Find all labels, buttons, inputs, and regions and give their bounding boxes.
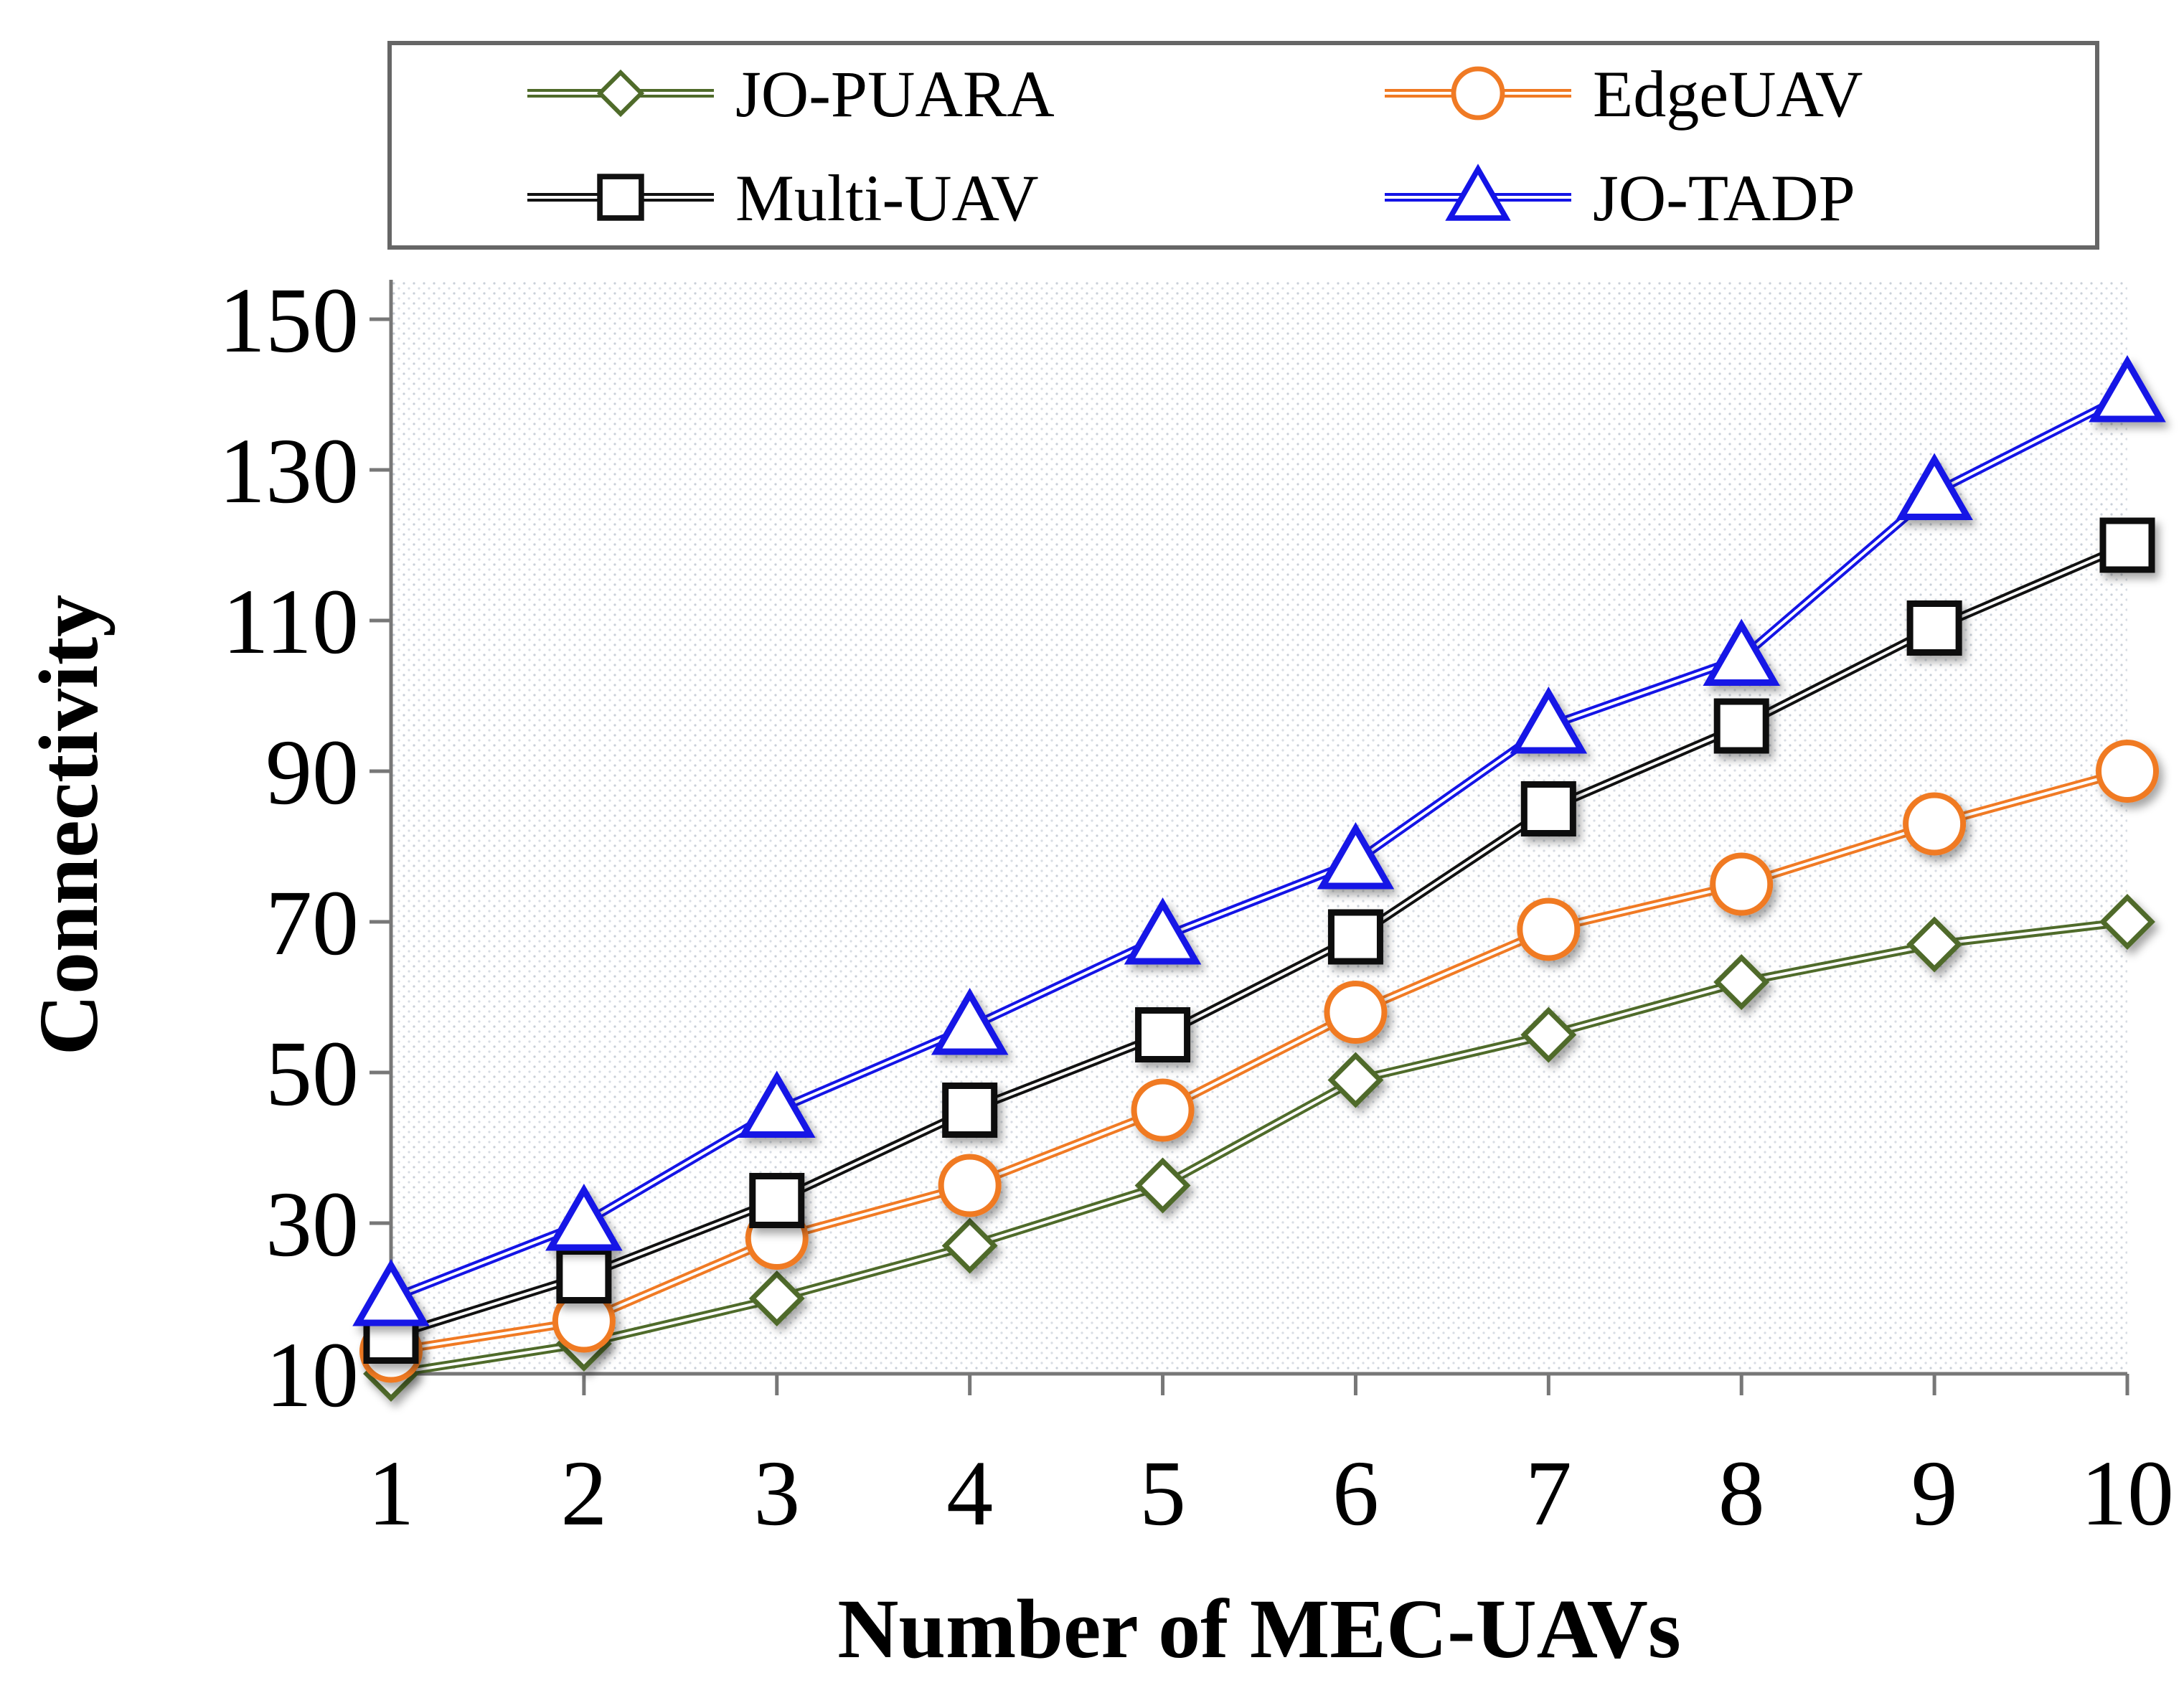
series-line-edgeuav-inner xyxy=(390,770,2128,1353)
legend-marker-multi-uav xyxy=(597,174,644,221)
data-point-jo-tadp xyxy=(738,1070,816,1138)
legend: JO-PUARA EdgeUAV Multi-UAV JO-TADP xyxy=(387,41,2099,250)
y-tick-label: 90 xyxy=(265,721,359,824)
data-point-jo-tadp xyxy=(545,1183,623,1251)
legend-item-multi-uav: Multi-UAV xyxy=(527,161,1039,235)
y-tick-label: 10 xyxy=(265,1324,359,1427)
y-tick-label: 70 xyxy=(265,872,359,975)
data-point-edgeuav xyxy=(2096,740,2159,803)
series-layer xyxy=(352,354,2166,1402)
x-tick-label: 8 xyxy=(1718,1442,1765,1545)
data-point-jo-puara xyxy=(1713,954,1770,1010)
x-axis-title: Number of MEC-UAVs xyxy=(837,1582,1681,1676)
y-tick-label: 30 xyxy=(265,1173,359,1276)
y-tick-label: 50 xyxy=(265,1022,359,1126)
legend-marker-jo-tadp xyxy=(1445,164,1511,221)
markers-multi-uav xyxy=(363,517,2155,1364)
y-tick-label: 150 xyxy=(219,269,359,372)
x-tick-label: 4 xyxy=(946,1442,993,1545)
data-point-jo-puara xyxy=(941,1217,998,1274)
data-point-edgeuav xyxy=(1131,1078,1195,1142)
data-point-jo-tadp xyxy=(352,1258,430,1326)
x-tick-label: 5 xyxy=(1139,1442,1186,1545)
markers-jo-puara xyxy=(363,894,2155,1402)
data-point-edgeuav xyxy=(938,1154,1002,1217)
legend-marker-edgeuav xyxy=(1451,66,1505,121)
data-point-multi-uav xyxy=(1135,1007,1191,1062)
y-tick-label: 110 xyxy=(222,570,359,674)
axes: 10 30 50 70 90 110 130 150 1 2 3 4 5 6 7 8 9 10 xyxy=(219,269,2174,1545)
data-point-jo-tadp xyxy=(1703,618,1781,686)
data-point-jo-tadp xyxy=(1317,821,1395,890)
legend-label-jo-puara: JO-PUARA xyxy=(735,57,1055,131)
data-point-edgeuav xyxy=(1517,897,1581,961)
markers-jo-tadp xyxy=(352,354,2166,1326)
legend-item-edgeuav: EdgeUAV xyxy=(1385,57,1863,131)
series-multi-uav xyxy=(363,517,2155,1364)
x-tick-label: 6 xyxy=(1332,1442,1379,1545)
data-point-multi-uav xyxy=(1327,909,1383,965)
data-point-edgeuav xyxy=(1710,852,1774,916)
data-point-multi-uav xyxy=(2099,517,2155,573)
data-point-multi-uav xyxy=(556,1248,612,1303)
plot-area-background xyxy=(391,280,2127,1374)
legend-label-jo-tadp: JO-TADP xyxy=(1593,161,1855,235)
data-point-jo-puara xyxy=(1520,1006,1577,1063)
y-tick-label: 130 xyxy=(219,420,359,523)
x-tick-label: 10 xyxy=(2081,1442,2174,1545)
legend-box xyxy=(387,41,2099,250)
data-point-multi-uav xyxy=(749,1173,805,1228)
legend-marker-jo-puara xyxy=(596,69,645,118)
x-tick-label: 1 xyxy=(368,1442,415,1545)
data-point-edgeuav xyxy=(1903,792,1967,856)
data-point-edgeuav xyxy=(1324,981,1388,1044)
data-point-jo-puara xyxy=(1906,916,1963,973)
data-point-jo-puara xyxy=(2099,894,2155,950)
x-tick-label: 3 xyxy=(753,1442,800,1545)
x-tick-label: 2 xyxy=(560,1442,607,1545)
data-point-multi-uav xyxy=(1906,600,1962,656)
x-tick-label: 9 xyxy=(1911,1442,1958,1545)
data-point-jo-tadp xyxy=(931,987,1009,1055)
series-line-jo-tadp-inner xyxy=(390,393,2128,1300)
data-point-multi-uav xyxy=(1713,698,1769,754)
x-tick-label: 7 xyxy=(1525,1442,1572,1545)
series-line-multi-uav-inner xyxy=(390,544,2128,1338)
data-point-jo-puara xyxy=(748,1270,805,1326)
data-point-jo-puara xyxy=(1134,1157,1191,1214)
y-axis-title: Connectivity xyxy=(22,595,116,1055)
series-jo-puara xyxy=(363,894,2155,1402)
data-point-jo-puara xyxy=(1327,1052,1384,1108)
data-point-jo-tadp xyxy=(2089,354,2166,423)
legend-label-edgeuav: EdgeUAV xyxy=(1593,57,1863,131)
legend-label-multi-uav: Multi-UAV xyxy=(735,161,1039,235)
legend-item-jo-tadp: JO-TADP xyxy=(1385,161,1855,235)
legend-item-jo-puara: JO-PUARA xyxy=(527,57,1055,131)
data-point-multi-uav xyxy=(942,1083,998,1138)
series-jo-tadp xyxy=(352,354,2166,1326)
data-point-jo-tadp xyxy=(1896,453,1973,520)
data-point-multi-uav xyxy=(1520,781,1576,836)
data-point-jo-tadp xyxy=(1124,897,1202,965)
data-point-jo-tadp xyxy=(1510,686,1588,754)
series-line-jo-puara-inner xyxy=(390,920,2128,1375)
